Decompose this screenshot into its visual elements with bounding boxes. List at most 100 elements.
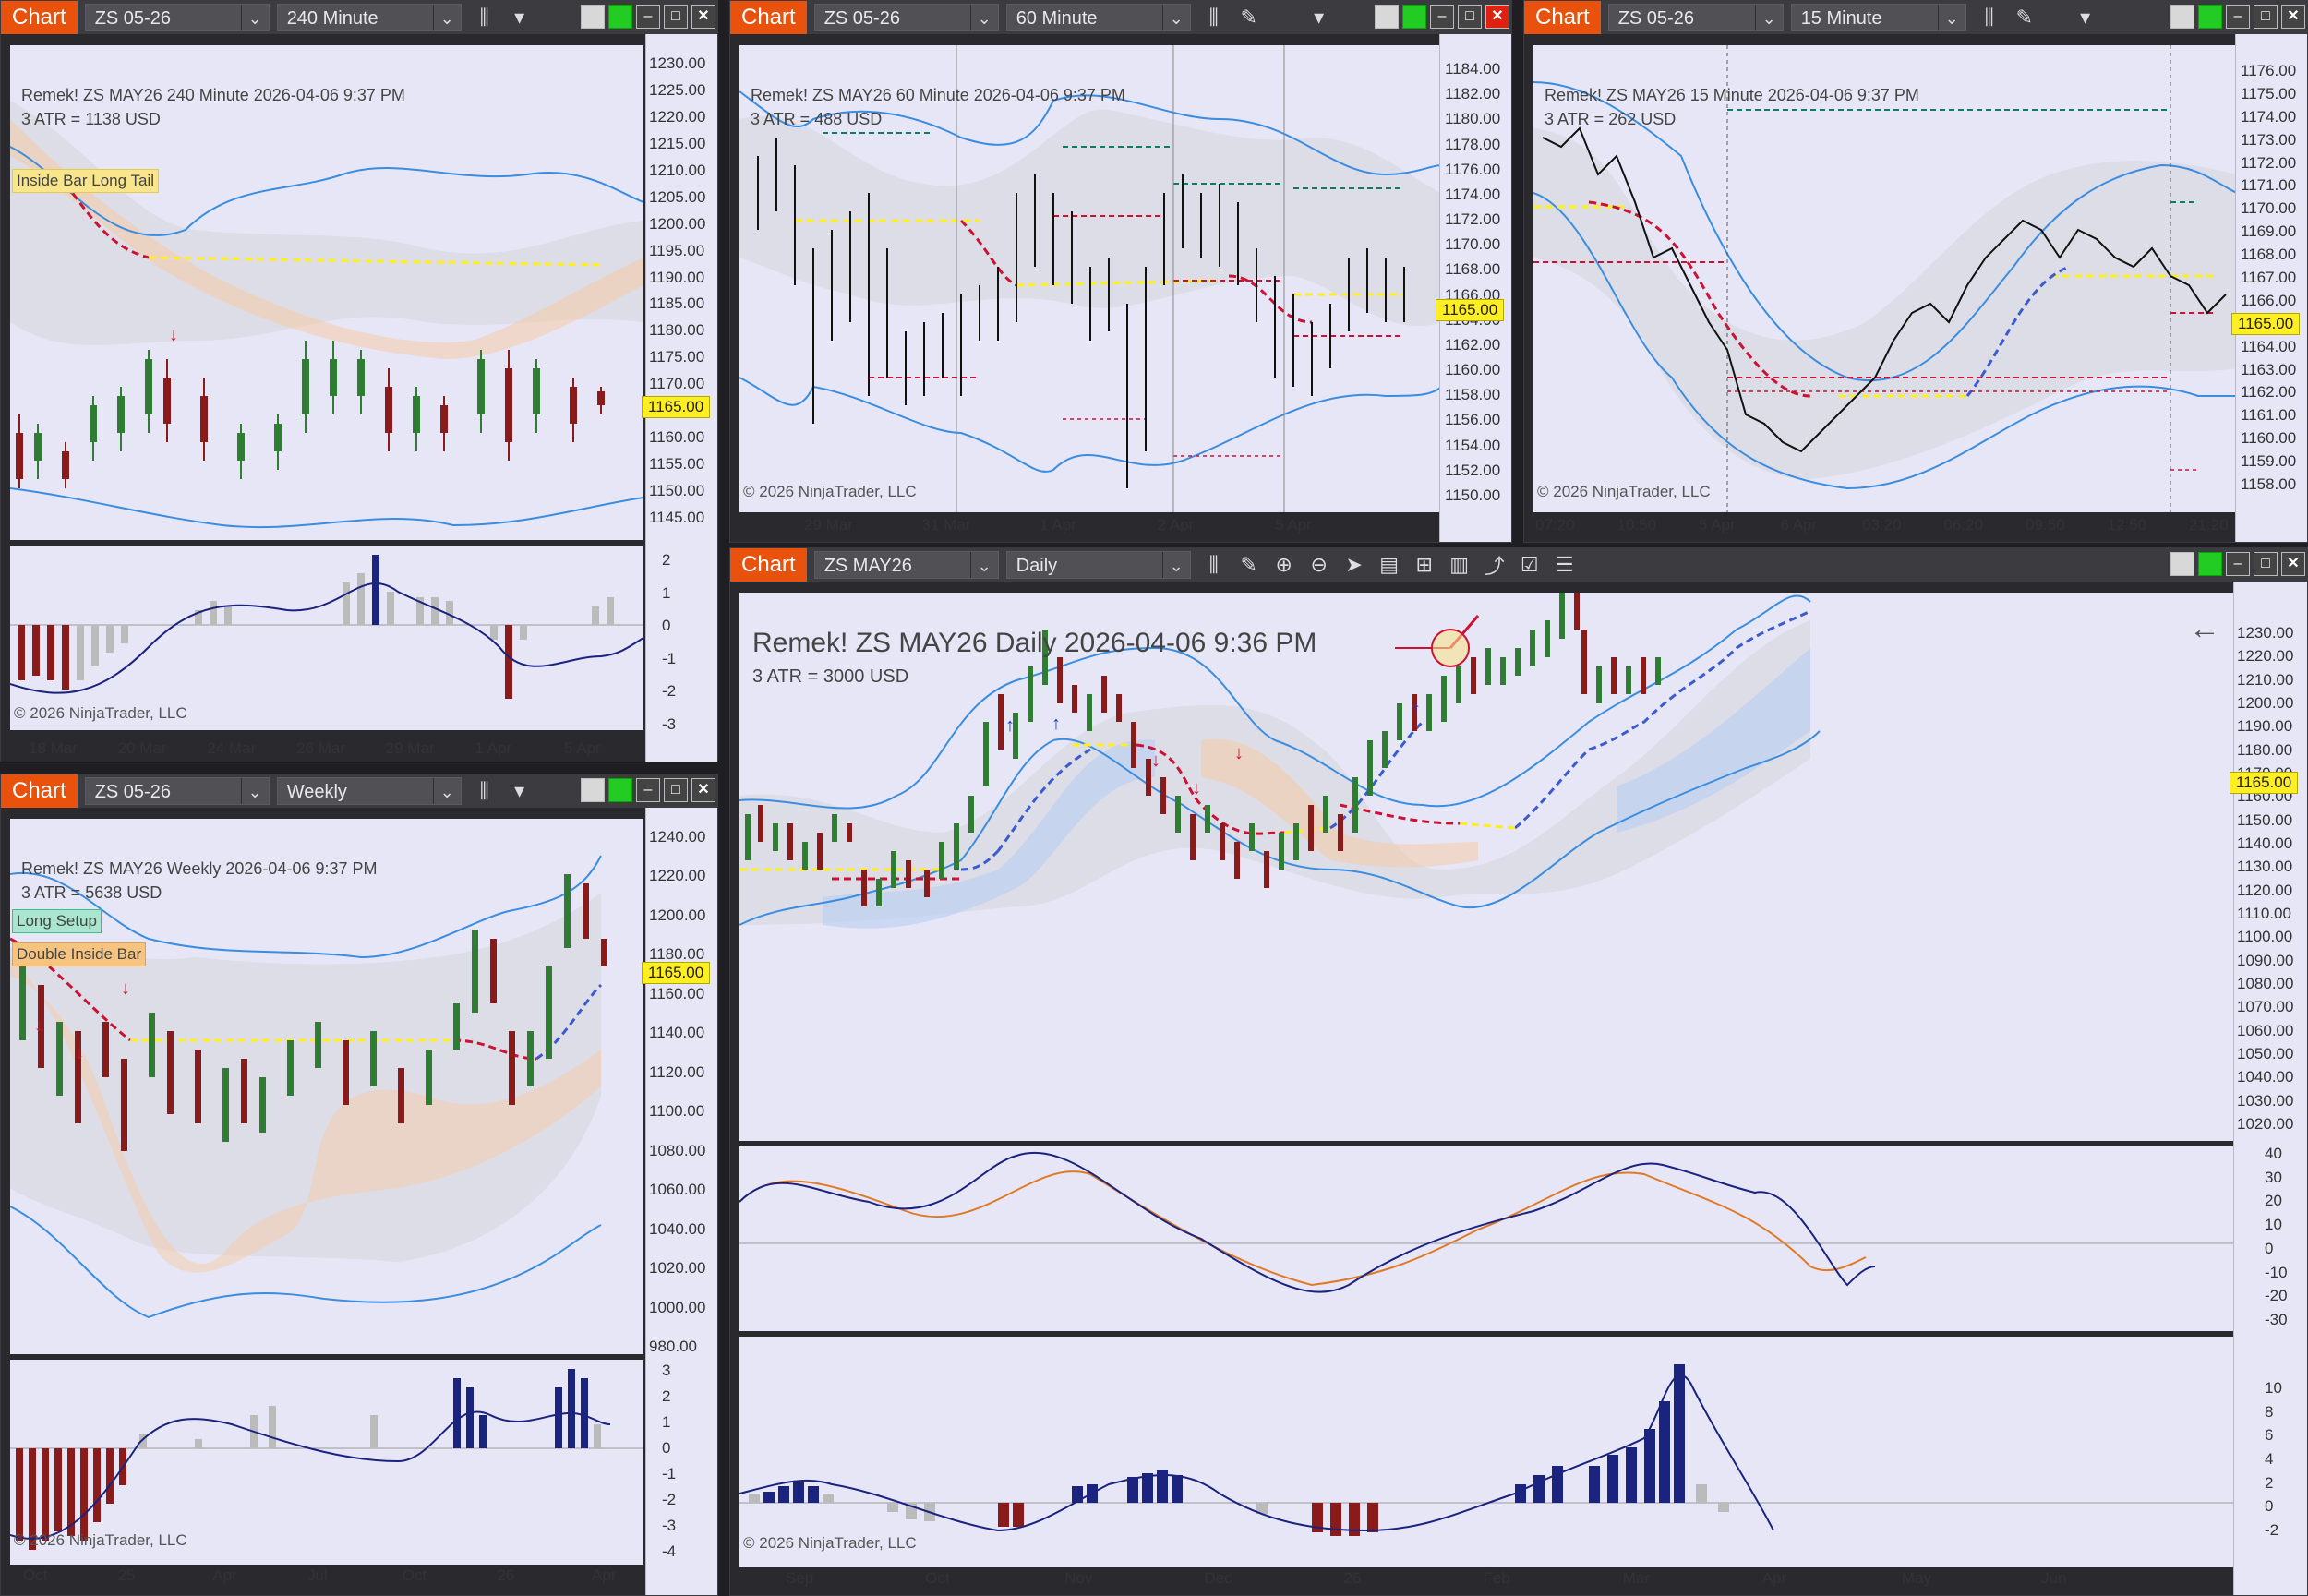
status-green-button[interactable] <box>608 5 632 29</box>
zoom-in-icon[interactable]: ⊕ <box>1275 553 1292 576</box>
close-button[interactable]: ✕ <box>691 5 715 29</box>
oscillator-panel-macd[interactable] <box>739 1146 2233 1331</box>
dropdown-arrow-icon[interactable]: ▾ <box>1314 6 1325 29</box>
chart-tab[interactable]: Chart <box>730 1 807 34</box>
price-axis[interactable] <box>2235 34 2307 542</box>
interval-selector[interactable]: Daily ⌄ <box>1005 551 1191 579</box>
pencil-icon[interactable]: ✎ <box>1240 6 1257 29</box>
price-panel[interactable]: Remek! ZS MAY26 15 Minute 2026-04-06 9:3… <box>1533 45 2237 512</box>
price-axis-tick: 1162.00 <box>1445 335 1501 354</box>
chevron-down-icon[interactable]: ⌄ <box>240 778 269 804</box>
bar-type-icon[interactable]: ⫼ <box>1208 553 1219 576</box>
dropdown-arrow-icon[interactable]: ▾ <box>2080 6 2091 29</box>
oscillator-panel-histogram[interactable]: © 2026 NinjaTrader, LLC <box>739 1337 2233 1567</box>
interval-selector[interactable]: Weekly ⌄ <box>276 777 462 805</box>
maximize-button[interactable]: □ <box>664 778 688 802</box>
chevron-down-icon[interactable]: ⌄ <box>432 5 461 30</box>
price-panel[interactable]: ↑ ↑ ↓ ↓ ↓ ↑ Remek! ZS MAY26 Daily 2026-04-06… <box>739 593 2233 1141</box>
time-axis-tick: Apr <box>592 1566 617 1584</box>
pencil-icon[interactable]: ✎ <box>2015 6 2033 29</box>
instrument-selector[interactable]: ZS 05-26 ⌄ <box>84 777 270 805</box>
link-button[interactable] <box>2170 552 2194 576</box>
chevron-down-icon[interactable]: ⌄ <box>1754 5 1783 30</box>
instrument-selector[interactable]: ZS MAY26 ⌄ <box>813 551 999 579</box>
instrument-selector[interactable]: ZS 05-26 ⌄ <box>84 4 270 31</box>
price-axis-tick: 1160.00 <box>649 984 705 1002</box>
minimize-button[interactable]: – <box>2226 5 2250 29</box>
chart-tab[interactable]: Chart <box>730 548 807 582</box>
chevron-down-icon[interactable]: ⌄ <box>969 5 998 30</box>
price-panel[interactable]: Remek! ZS MAY26 60 Minute 2026-04-06 9:3… <box>739 45 1441 512</box>
chevron-down-icon[interactable]: ⌄ <box>1161 552 1190 578</box>
close-button[interactable]: ✕ <box>2281 552 2305 576</box>
link-button[interactable] <box>2170 5 2194 29</box>
zoom-out-icon[interactable]: ⊖ <box>1310 553 1328 576</box>
chart-style-icon[interactable]: ▥ <box>1449 553 1470 576</box>
chart-window-15min: Chart ZS 05-26 ⌄ 15 Minute ⌄ ⫼ ✎ ▾ – □ ✕ <box>1523 0 2308 543</box>
price-axis-tick: 6 <box>2265 1426 2274 1445</box>
chevron-down-icon[interactable]: ⌄ <box>1161 5 1190 30</box>
status-green-button[interactable] <box>2198 552 2222 576</box>
pointer-icon[interactable]: ➤ <box>1345 553 1363 576</box>
chevron-down-icon[interactable]: ⌄ <box>240 5 269 30</box>
chart-tab[interactable]: Chart <box>1 774 78 808</box>
price-panel[interactable]: ↓ ↓ ↓ Remek! ZS MAY26 Weekly 2026-04-06 … <box>10 819 643 1354</box>
maximize-button[interactable]: □ <box>2254 5 2278 29</box>
chevron-down-icon[interactable]: ⌄ <box>1937 5 1965 30</box>
instrument-value: ZS 05-26 <box>823 8 900 29</box>
chart-tab[interactable]: Chart <box>1524 1 1601 34</box>
close-button[interactable]: ✕ <box>2281 5 2305 29</box>
chevron-down-icon[interactable]: ⌄ <box>969 552 998 578</box>
price-panel[interactable]: ↓ Remek! ZS MAY26 240 Minute 2026-04-06 … <box>10 45 643 540</box>
maximize-button[interactable]: □ <box>664 5 688 29</box>
link-button[interactable] <box>581 778 605 802</box>
oscillator-panel[interactable]: © 2026 NinjaTrader, LLC <box>10 1360 643 1565</box>
bar-type-icon[interactable]: ⫼ <box>1984 6 1994 29</box>
close-button[interactable]: ✕ <box>1485 5 1509 29</box>
bar-type-icon[interactable]: ⫼ <box>479 779 489 802</box>
chart-tab[interactable]: Chart <box>1 1 78 34</box>
minimize-button[interactable]: – <box>2226 552 2250 576</box>
properties-icon[interactable]: ☑ <box>1520 553 1539 576</box>
minimize-button[interactable]: – <box>1430 5 1454 29</box>
oscillator-panel[interactable]: © 2026 NinjaTrader, LLC <box>10 546 643 730</box>
dropdown-arrow-icon[interactable]: ▾ <box>514 6 525 29</box>
price-axis[interactable] <box>645 808 717 1595</box>
data-box-icon[interactable]: ▤ <box>1379 553 1400 576</box>
status-green-button[interactable] <box>608 778 632 802</box>
bar-type-icon[interactable]: ⫼ <box>479 6 489 29</box>
price-axis-tick: 1163.00 <box>2241 360 2297 378</box>
price-axis-tick: 4 <box>2265 1450 2274 1468</box>
price-plot <box>739 45 1441 512</box>
maximize-button[interactable]: □ <box>1458 5 1482 29</box>
minimize-button[interactable]: – <box>636 778 660 802</box>
indicators-icon[interactable]: ⊞ <box>1415 553 1433 576</box>
instrument-selector[interactable]: ZS 05-26 ⌄ <box>1607 4 1784 31</box>
status-green-button[interactable] <box>2198 5 2222 29</box>
price-axis[interactable] <box>1439 34 1511 542</box>
maximize-button[interactable]: □ <box>2254 552 2278 576</box>
interval-selector[interactable]: 15 Minute ⌄ <box>1790 4 1966 31</box>
strategies-icon[interactable]: ⤴ <box>1484 555 1505 578</box>
status-green-button[interactable] <box>1402 5 1426 29</box>
price-axis-tick: 1090.00 <box>2237 951 2294 969</box>
price-axis-tick: 1150.00 <box>2237 810 2293 829</box>
chevron-down-icon[interactable]: ⌄ <box>432 778 461 804</box>
pencil-icon[interactable]: ✎ <box>1240 553 1257 576</box>
instrument-selector[interactable]: ZS 05-26 ⌄ <box>813 4 999 31</box>
close-button[interactable]: ✕ <box>691 778 715 802</box>
link-button[interactable] <box>581 5 605 29</box>
interval-selector[interactable]: 240 Minute ⌄ <box>276 4 462 31</box>
list-icon[interactable]: ☰ <box>1555 553 1574 576</box>
link-button[interactable] <box>1375 5 1399 29</box>
histogram-bars <box>16 1369 601 1550</box>
price-axis[interactable] <box>2233 582 2307 1595</box>
back-arrow-icon[interactable]: ← <box>2189 611 2220 646</box>
interval-value: 60 Minute <box>1016 8 1098 29</box>
interval-selector[interactable]: 60 Minute ⌄ <box>1005 4 1191 31</box>
price-axis-tick: 1050.00 <box>2237 1045 2294 1062</box>
bar-type-icon[interactable]: ⫼ <box>1208 6 1219 29</box>
atr-label: 3 ATR = 262 USD <box>1545 110 1677 128</box>
minimize-button[interactable]: – <box>636 5 660 29</box>
dropdown-arrow-icon[interactable]: ▾ <box>514 779 525 802</box>
